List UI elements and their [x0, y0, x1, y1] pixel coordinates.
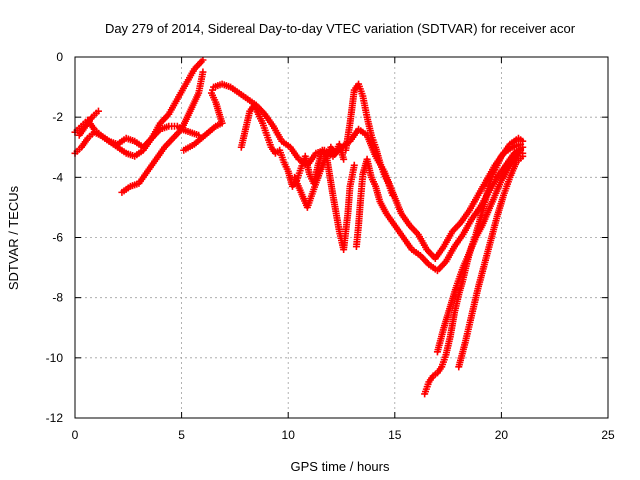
data-point [199, 56, 207, 64]
data-point [389, 191, 397, 199]
y-tick-label: -6 [52, 231, 63, 245]
x-tick-label: 25 [601, 428, 615, 442]
x-tick-label: 15 [388, 428, 402, 442]
x-tick-label: 20 [495, 428, 509, 442]
x-tick-label: 10 [282, 428, 296, 442]
y-axis-label: SDTVAR / TECUs [6, 185, 21, 290]
y-tick-label: -2 [52, 110, 63, 124]
x-tick-label: 5 [178, 428, 185, 442]
chart-title: Day 279 of 2014, Sidereal Day-to-day VTE… [105, 21, 576, 36]
x-tick-label: 0 [72, 428, 79, 442]
data-point [94, 107, 102, 115]
axis-ticks: 0 5 10 15 20 25 0 -2 -4 -6 -8 -10 -12 [46, 50, 615, 442]
y-tick-label: -4 [52, 170, 63, 184]
y-tick-label: -10 [46, 351, 64, 365]
data-points [71, 56, 527, 398]
data-point [340, 155, 348, 163]
y-tick-label: 0 [56, 50, 63, 64]
x-axis-label: GPS time / hours [291, 459, 390, 474]
data-point [350, 161, 358, 169]
y-tick-label: -8 [52, 291, 63, 305]
y-tick-label: -12 [46, 411, 64, 425]
data-point [519, 152, 527, 160]
data-point [519, 137, 527, 145]
data-point [199, 68, 207, 76]
